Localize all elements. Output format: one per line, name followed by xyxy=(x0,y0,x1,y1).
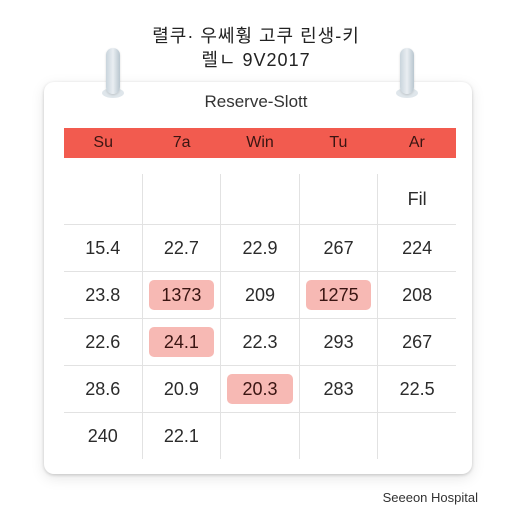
slot-label: 240 xyxy=(87,425,118,446)
calendar-row: 23.8 1373 209 1275 208 xyxy=(64,272,456,319)
slot-highlight xyxy=(148,327,215,357)
calendar-empty-cell xyxy=(298,174,378,224)
slot-label: 22.3 xyxy=(242,331,278,352)
calendar-slot[interactable]: 22.9 xyxy=(220,225,299,271)
calendar-empty-cell xyxy=(141,174,221,224)
calendar-slot[interactable]: 22.6 xyxy=(64,319,142,365)
heading-line-2: 렐ㄴ 9V2017 xyxy=(201,50,311,70)
calendar-slot[interactable]: Fil xyxy=(377,174,456,224)
calendar-slot[interactable]: 22.5 xyxy=(377,366,456,412)
calendar-slot-selected[interactable]: 20.3 xyxy=(220,366,299,412)
calendar-slot[interactable]: 267 xyxy=(298,225,378,271)
calendar-slot[interactable]: 28.6 xyxy=(64,366,142,412)
weekday-label: Su xyxy=(93,134,113,151)
calendar-empty-cell xyxy=(220,174,299,224)
calendar-slot[interactable]: 293 xyxy=(298,319,378,365)
calendar-slot[interactable]: 23.8 xyxy=(64,272,142,318)
slot-label: 20.9 xyxy=(163,378,199,399)
weekday-label: Tu xyxy=(329,134,348,151)
calendar-slot[interactable]: 20.9 xyxy=(141,366,221,412)
calendar-slot[interactable]: 240 xyxy=(64,413,142,459)
slot-label: 15.4 xyxy=(85,237,121,258)
slot-label: 24.1 xyxy=(163,331,199,352)
calendar-grid: Fil 15.4 22.7 22.9 267 224 23.8 1373 209 1275 208 2… xyxy=(64,174,456,459)
calendar-slot[interactable]: 224 xyxy=(377,225,456,271)
slot-label: 22.6 xyxy=(85,331,121,352)
heading-line-1: 렬쿠· 우쎄훵 고쿠 린생-키 xyxy=(152,26,360,46)
calendar-row: 15.4 22.7 22.9 267 224 xyxy=(64,225,456,272)
slot-highlight xyxy=(148,280,215,310)
calendar-slot-selected[interactable]: 1373 xyxy=(141,272,221,318)
slot-label: 22.1 xyxy=(163,425,199,446)
calendar-row: 28.6 20.9 20.3 283 22.5 xyxy=(64,366,456,413)
calendar-slot[interactable]: 22.3 xyxy=(220,319,299,365)
calendar-slot[interactable]: 15.4 xyxy=(64,225,142,271)
slot-label: 208 xyxy=(402,284,433,305)
slot-label: 20.3 xyxy=(242,378,278,399)
slot-label: 283 xyxy=(323,378,354,399)
calendar-empty-cell xyxy=(220,413,299,459)
slot-label: 224 xyxy=(402,237,433,258)
calendar-slot[interactable]: 208 xyxy=(377,272,456,318)
calendar-slot[interactable]: 267 xyxy=(377,319,456,365)
calendar-empty-cell xyxy=(377,413,456,459)
binder-ring-right-icon xyxy=(400,48,414,94)
calendar-slot[interactable]: 22.7 xyxy=(141,225,221,271)
slot-label: 22.9 xyxy=(242,237,278,258)
weekday-label: Win xyxy=(246,134,274,151)
weekday-header: Su 7a Win Tu Ar xyxy=(64,128,456,158)
calendar-slot[interactable]: 22.1 xyxy=(141,413,221,459)
slot-label: 1275 xyxy=(318,284,359,305)
calendar-row: 22.6 24.1 22.3 293 267 xyxy=(64,319,456,366)
slot-label: 267 xyxy=(323,237,354,258)
slot-label: 209 xyxy=(244,284,275,305)
calendar-slot-selected[interactable]: 24.1 xyxy=(141,319,221,365)
slot-label: 1373 xyxy=(161,284,202,305)
calendar-slot[interactable]: 283 xyxy=(298,366,378,412)
slot-label: 22.7 xyxy=(163,237,199,258)
slot-label: 28.6 xyxy=(85,378,121,399)
calendar-title: Reserve-Slott xyxy=(204,92,308,111)
weekday-label: 7a xyxy=(172,134,191,151)
slot-label: Fil xyxy=(407,188,427,209)
footer-label: Seeeon Hospital xyxy=(382,490,478,505)
slot-label: 293 xyxy=(323,331,354,352)
calendar-row: Fil xyxy=(64,174,456,225)
weekday-label: Ar xyxy=(408,134,425,151)
slot-highlight xyxy=(227,374,293,404)
slot-label: 23.8 xyxy=(85,284,121,305)
calendar-slot-selected[interactable]: 1275 xyxy=(298,272,378,318)
calendar-empty-cell xyxy=(64,174,142,224)
calendar-empty-cell xyxy=(298,413,378,459)
slot-label: 22.5 xyxy=(399,378,435,399)
slot-label: 267 xyxy=(402,331,433,352)
binder-ring-left-icon xyxy=(106,48,120,94)
calendar-slot[interactable]: 209 xyxy=(220,272,299,318)
slot-highlight xyxy=(305,280,372,310)
calendar-row: 240 22.1 xyxy=(64,413,456,459)
